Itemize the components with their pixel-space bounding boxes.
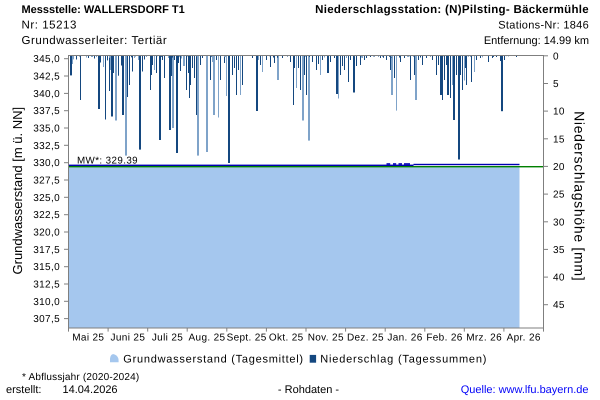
svg-text:Grundwasserstand [m ü. NN]: Grundwasserstand [m ü. NN]	[10, 107, 25, 275]
svg-text:335,0: 335,0	[33, 124, 60, 135]
svg-text:Niederschlagsstation: (N)Pilst: Niederschlagsstation: (N)Pilsting- Bäcke…	[315, 4, 589, 16]
svg-text:345,0: 345,0	[33, 54, 60, 65]
svg-text:315,0: 315,0	[33, 262, 60, 273]
svg-text:0: 0	[553, 51, 559, 62]
svg-text:Messstelle: WALLERSDORF T1: Messstelle: WALLERSDORF T1	[22, 4, 185, 16]
svg-text:5: 5	[553, 79, 559, 90]
svg-text:Grundwasserstand (Tagesmittel): Grundwasserstand (Tagesmittel)	[123, 353, 304, 365]
svg-text:Niederschlag (Tagessummen): Niederschlag (Tagessummen)	[320, 353, 487, 365]
svg-text:MW*: 329.39: MW*: 329.39	[77, 156, 138, 167]
svg-text:310,0: 310,0	[33, 297, 60, 308]
svg-text:45: 45	[553, 300, 565, 311]
svg-text:30: 30	[553, 217, 565, 228]
svg-text:Jan. 26: Jan. 26	[387, 332, 422, 343]
svg-text:Nr: 15213: Nr: 15213	[22, 20, 77, 32]
svg-text:Niederschlagshöhe [mm]: Niederschlagshöhe [mm]	[572, 111, 588, 281]
svg-text:25: 25	[553, 190, 565, 201]
svg-text:40: 40	[553, 273, 565, 284]
svg-text:* Abflussjahr (2020-2024): * Abflussjahr (2020-2024)	[22, 372, 139, 383]
svg-text:- Rohdaten -: - Rohdaten -	[278, 384, 339, 396]
svg-text:20: 20	[553, 162, 565, 173]
svg-text:325,0: 325,0	[33, 193, 60, 204]
svg-text:Dez. 25: Dez. 25	[347, 332, 384, 343]
svg-text:307,5: 307,5	[33, 314, 60, 325]
svg-text:340,0: 340,0	[33, 89, 60, 100]
svg-text:Mrz. 26: Mrz. 26	[466, 332, 502, 343]
svg-text:330,0: 330,0	[33, 158, 60, 169]
svg-text:322,5: 322,5	[33, 210, 60, 221]
svg-text:35: 35	[553, 245, 565, 256]
svg-text:337,5: 337,5	[33, 106, 60, 117]
svg-text:Okt. 25: Okt. 25	[269, 332, 304, 343]
svg-text:Apr. 26: Apr. 26	[507, 332, 541, 343]
svg-text:Mai 25: Mai 25	[72, 332, 104, 343]
svg-text:327,5: 327,5	[33, 176, 60, 187]
svg-text:317,5: 317,5	[33, 245, 60, 256]
svg-text:Entfernung: 14.99 km: Entfernung: 14.99 km	[484, 35, 589, 47]
svg-text:14.04.2026: 14.04.2026	[63, 384, 118, 396]
svg-text:Quelle: www.lfu.bayern.de: Quelle: www.lfu.bayern.de	[461, 384, 589, 396]
svg-text:Nov. 25: Nov. 25	[308, 332, 344, 343]
svg-text:10: 10	[553, 107, 565, 118]
svg-text:15: 15	[553, 134, 565, 145]
svg-text:Grundwasserleiter: Tertiär: Grundwasserleiter: Tertiär	[22, 35, 168, 47]
svg-text:Juni 25: Juni 25	[111, 332, 146, 343]
svg-text:erstellt:: erstellt:	[6, 384, 41, 396]
svg-text:312,5: 312,5	[33, 280, 60, 291]
svg-text:320,0: 320,0	[33, 228, 60, 239]
svg-text:Aug. 25: Aug. 25	[189, 332, 226, 343]
svg-text:Feb. 26: Feb. 26	[426, 332, 462, 343]
svg-text:Juli 25: Juli 25	[152, 332, 183, 343]
svg-text:332,5: 332,5	[33, 141, 60, 152]
svg-text:342,5: 342,5	[33, 72, 60, 83]
svg-text:Sept. 25: Sept. 25	[227, 332, 267, 343]
svg-text:Stations-Nr: 1846: Stations-Nr: 1846	[498, 20, 589, 32]
